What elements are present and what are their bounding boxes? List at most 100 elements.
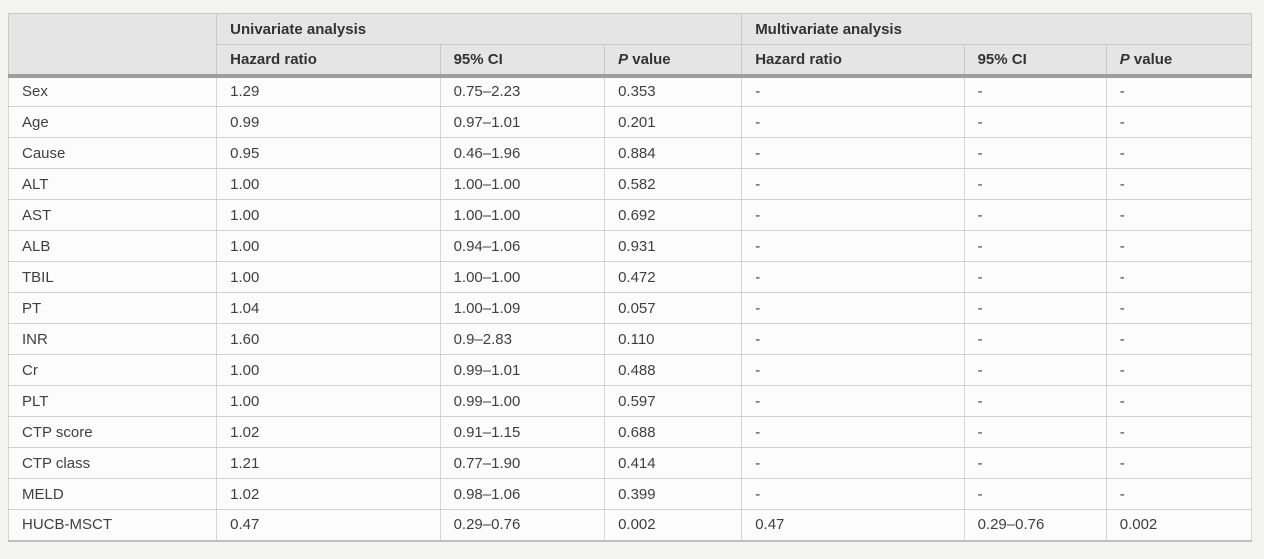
value-cell: -	[963, 292, 1107, 324]
value-cell: 1.04	[216, 292, 441, 324]
value-cell: 0.488	[604, 354, 743, 386]
value-cell: -	[963, 354, 1107, 386]
value-cell: -	[1105, 137, 1253, 169]
value-cell: 1.00	[216, 261, 441, 293]
value-cell: 0.91–1.15	[439, 416, 606, 448]
value-cell: 1.00–1.00	[439, 168, 606, 200]
value-cell: 0.692	[604, 199, 743, 231]
value-cell: 0.99	[216, 106, 441, 138]
value-cell: 1.00	[216, 230, 441, 262]
value-cell: 0.597	[604, 385, 743, 417]
row-label-cell: ALT	[7, 168, 218, 200]
value-cell: -	[1105, 447, 1253, 479]
value-cell: -	[963, 106, 1107, 138]
subheader-multi-hazard-ratio: Hazard ratio	[741, 44, 965, 78]
value-cell: 0.99–1.01	[439, 354, 606, 386]
value-cell: -	[1105, 199, 1253, 231]
subheader-uni-hazard-ratio: Hazard ratio	[216, 44, 441, 78]
value-cell: 0.75–2.23	[439, 75, 606, 107]
value-cell: -	[1105, 75, 1253, 107]
subheader-multi-ci: 95% CI	[963, 44, 1107, 78]
header-cell-empty	[7, 13, 217, 78]
value-cell: 0.002	[604, 509, 743, 541]
value-cell: 0.95	[216, 137, 441, 169]
value-cell: -	[963, 230, 1107, 262]
analysis-table-container: Univariate analysis Multivariate analysi…	[7, 13, 1253, 542]
value-cell: 0.201	[604, 106, 743, 138]
table-row: TBIL 1.00 1.00–1.00 0.472- - -	[7, 261, 1253, 293]
value-cell: 0.47	[741, 509, 965, 541]
value-cell: -	[741, 385, 965, 417]
value-cell: 1.60	[216, 323, 441, 355]
row-label-cell: AST	[7, 199, 218, 231]
value-cell: 0.931	[604, 230, 743, 262]
value-cell: 1.00	[216, 199, 441, 231]
value-cell: 1.00	[216, 385, 441, 417]
value-cell: -	[741, 168, 965, 200]
value-cell: -	[741, 75, 965, 107]
table-row: Cr 1.00 0.99–1.01 0.488- - -	[7, 354, 1253, 386]
row-label-cell: CTP class	[7, 447, 218, 479]
value-cell: 0.472	[604, 261, 743, 293]
value-cell: -	[741, 292, 965, 324]
value-cell: -	[963, 385, 1107, 417]
value-cell: -	[741, 478, 965, 510]
value-cell: 0.9–2.83	[439, 323, 606, 355]
value-cell: -	[1105, 261, 1253, 293]
value-cell: -	[741, 416, 965, 448]
value-cell: 1.00–1.00	[439, 199, 606, 231]
value-cell: 0.110	[604, 323, 743, 355]
row-label-cell: CTP score	[7, 416, 218, 448]
value-cell: -	[741, 137, 965, 169]
header-group-row: Univariate analysis Multivariate analysi…	[7, 13, 1252, 78]
row-label-cell: PT	[7, 292, 218, 324]
value-cell: -	[963, 323, 1107, 355]
hazard-ratio-table: Univariate analysis Multivariate analysi…	[7, 13, 1253, 542]
value-cell: -	[741, 106, 965, 138]
value-cell: -	[963, 199, 1107, 231]
row-label-cell: Cause	[7, 137, 218, 169]
value-cell: -	[963, 75, 1107, 107]
value-cell: -	[1105, 292, 1253, 324]
value-cell: -	[1105, 416, 1253, 448]
value-cell: -	[963, 168, 1107, 200]
value-cell: 0.98–1.06	[439, 478, 606, 510]
table-row: CTP class 1.21 0.77–1.90 0.414- - -	[7, 447, 1253, 479]
header-subrow: Hazard ratio 95% CI P value Hazard ratio…	[9, 44, 1252, 78]
row-label-cell: MELD	[7, 478, 218, 510]
value-cell: -	[1105, 106, 1253, 138]
subheader-uni-p-value: P value	[604, 44, 742, 78]
value-cell: -	[741, 261, 965, 293]
table-body: Sex 1.29 0.75–2.23 0.353- - - Age 0.99 0.97–1.01…	[7, 75, 1253, 541]
value-cell: 1.00	[216, 354, 441, 386]
value-cell: 1.00	[216, 168, 441, 200]
table-row: PT 1.04 1.00–1.09 0.057- - -	[7, 292, 1253, 324]
value-cell: 1.00–1.09	[439, 292, 606, 324]
table-row: Sex 1.29 0.75–2.23 0.353- - -	[7, 75, 1253, 107]
value-cell: 0.77–1.90	[439, 447, 606, 479]
value-cell: 1.29	[216, 75, 441, 107]
table-row: AST 1.00 1.00–1.00 0.692- - -	[7, 199, 1253, 231]
table-row: HUCB-MSCT 0.47 0.29–0.76 0.002 0.47 0.29–0.76…	[7, 509, 1253, 541]
value-cell: -	[1105, 478, 1253, 510]
value-cell: 1.02	[216, 478, 441, 510]
row-label-cell: TBIL	[7, 261, 218, 293]
subheader-uni-ci: 95% CI	[439, 44, 605, 78]
row-label-cell: PLT	[7, 385, 218, 417]
row-label-cell: Sex	[7, 75, 218, 107]
table-row: INR 1.60 0.9–2.83 0.110- - -	[7, 323, 1253, 355]
value-cell: 0.97–1.01	[439, 106, 606, 138]
value-cell: 0.47	[216, 509, 441, 541]
value-cell: 0.414	[604, 447, 743, 479]
value-cell: -	[963, 416, 1107, 448]
row-label-cell: INR	[7, 323, 218, 355]
value-cell: -	[1105, 354, 1253, 386]
table-row: PLT 1.00 0.99–1.00 0.597- - -	[7, 385, 1253, 417]
value-cell: -	[1105, 323, 1253, 355]
value-cell: 1.00–1.00	[439, 261, 606, 293]
value-cell: -	[741, 199, 965, 231]
value-cell: 0.002	[1105, 509, 1253, 541]
value-cell: -	[741, 323, 965, 355]
table-row: MELD 1.02 0.98–1.06 0.399- - -	[7, 478, 1253, 510]
row-label-cell: ALB	[7, 230, 218, 262]
